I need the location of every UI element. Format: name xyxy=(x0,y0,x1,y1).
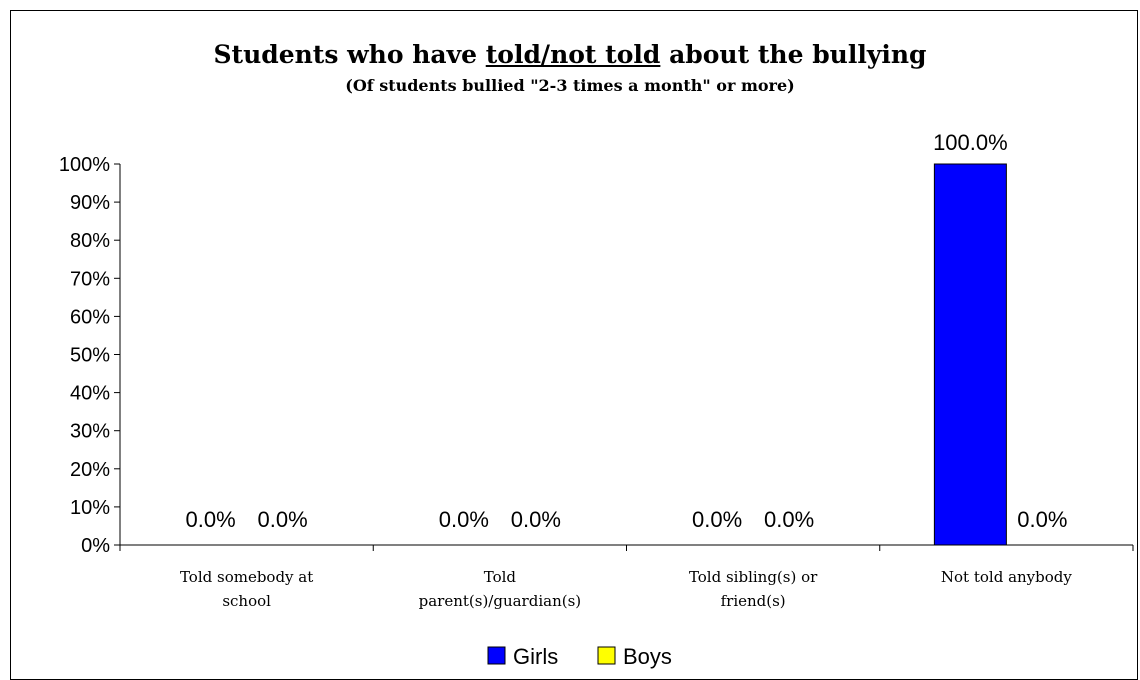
data-label: 0.0% xyxy=(692,507,742,532)
data-label: 100.0% xyxy=(933,130,1008,155)
y-tick-label: 30% xyxy=(70,421,110,443)
legend-label-girls: Girls xyxy=(513,644,558,669)
chart-title-part-3: about the bullying xyxy=(660,40,927,69)
y-tick-label: 60% xyxy=(70,306,110,328)
chart-title-part-1: Students who have xyxy=(213,40,486,69)
data-label: 0.0% xyxy=(186,507,236,532)
x-category-label: Told sibling(s) or xyxy=(689,568,818,586)
chart-title: Students who have told/not told about th… xyxy=(0,40,1140,69)
bar-girls xyxy=(933,163,1007,546)
legend-swatch-girls xyxy=(487,646,506,665)
x-category-label: Told somebody at xyxy=(180,568,313,586)
data-label: 0.0% xyxy=(258,507,308,532)
data-label: 0.0% xyxy=(764,507,814,532)
data-label: 0.0% xyxy=(1017,507,1067,532)
y-tick-label: 90% xyxy=(70,192,110,214)
chart-title-part-2: told/not told xyxy=(485,40,661,69)
y-tick-label: 100% xyxy=(59,154,110,176)
x-category-label: parent(s)/guardian(s) xyxy=(419,592,582,610)
y-tick-label: 0% xyxy=(81,535,110,557)
x-category-label: Not told anybody xyxy=(941,568,1072,586)
x-category-label: friend(s) xyxy=(721,592,786,610)
x-category-label: school xyxy=(222,592,271,610)
y-tick-label: 10% xyxy=(70,497,110,519)
legend-swatch-boys xyxy=(597,646,616,665)
y-tick-label: 40% xyxy=(70,383,110,405)
y-tick-label: 80% xyxy=(70,230,110,252)
x-category-label: Told xyxy=(484,568,517,586)
y-tick-label: 70% xyxy=(70,268,110,290)
y-tick-label: 50% xyxy=(70,345,110,367)
legend-label-boys: Boys xyxy=(623,644,672,669)
data-label: 0.0% xyxy=(439,507,489,532)
data-label: 0.0% xyxy=(511,507,561,532)
chart-subtitle: (Of students bullied "2-3 times a month"… xyxy=(345,76,795,95)
y-tick-label: 20% xyxy=(70,459,110,481)
